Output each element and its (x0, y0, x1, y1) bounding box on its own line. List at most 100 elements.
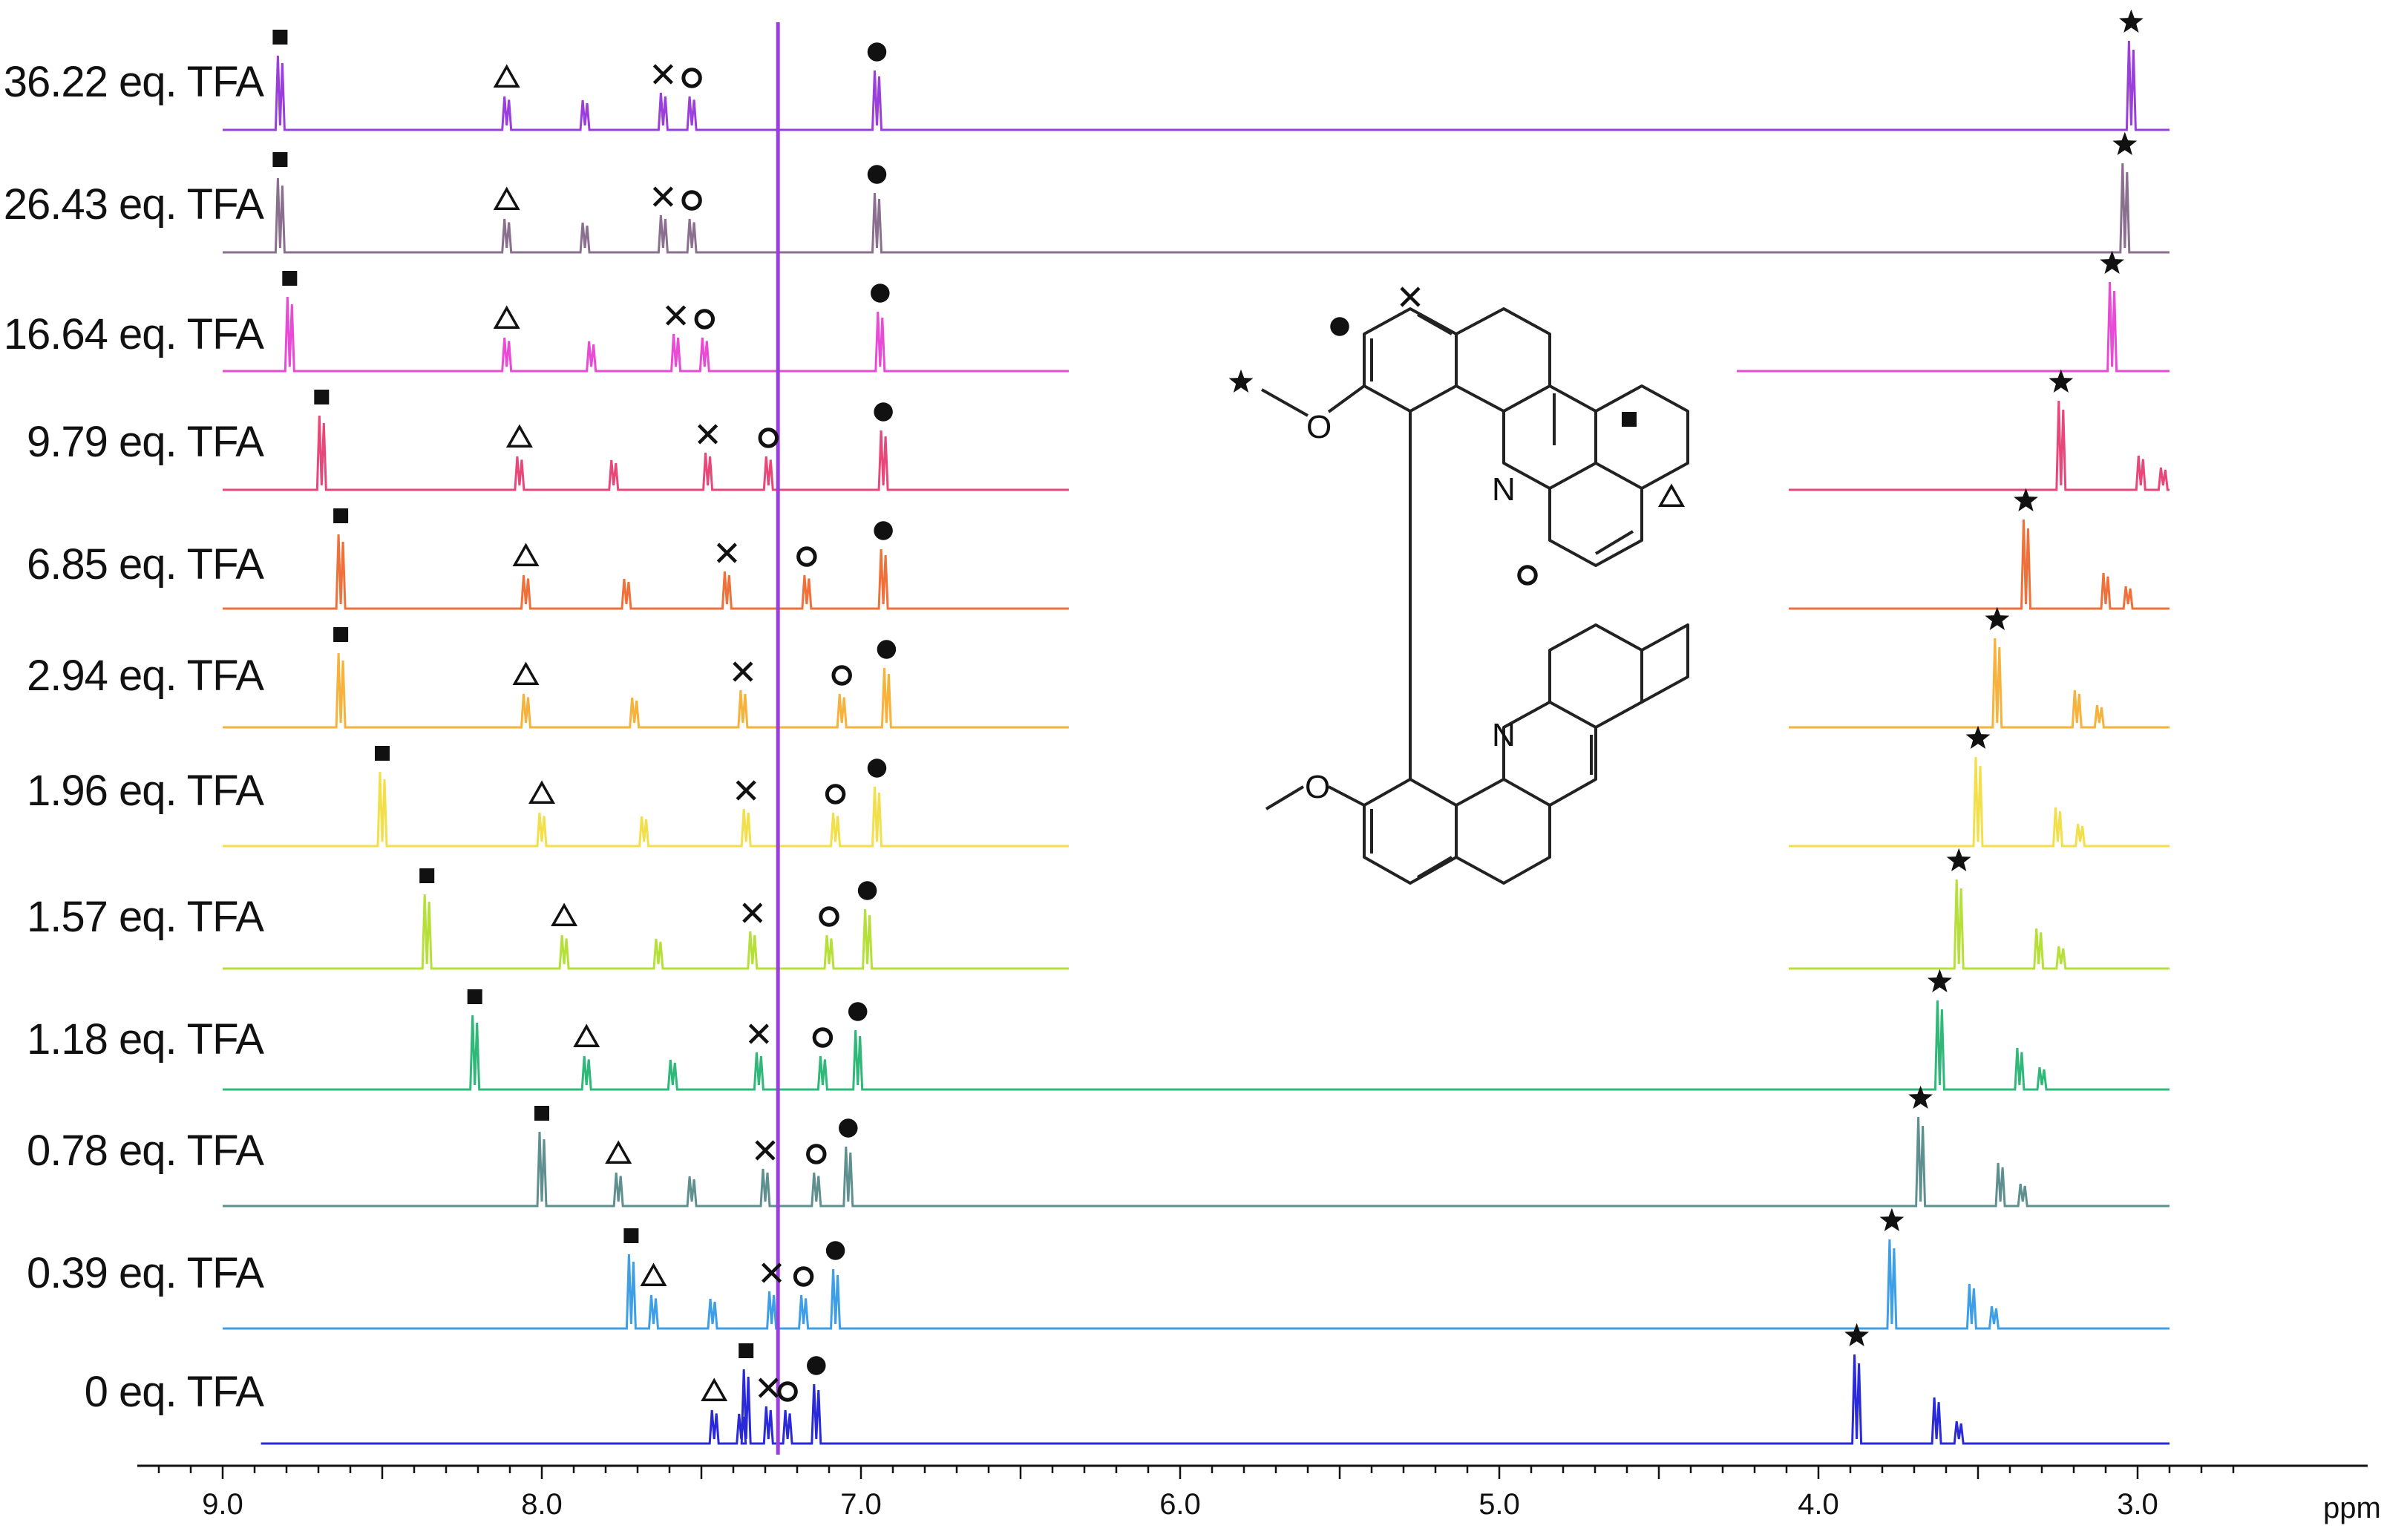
triangle-marker (551, 902, 578, 926)
molecule-structure: O N N O (1069, 267, 1737, 905)
triangle-marker (493, 186, 520, 210)
peak-markers (272, 9, 2144, 1402)
triangle-marker (512, 661, 540, 685)
series-label: 36.22 eq. TFA (4, 58, 265, 106)
methyl-bond-top (1261, 388, 1309, 417)
triangle-marker (493, 305, 520, 329)
ring-d-top (1595, 384, 1689, 490)
spectrum-trace (223, 1239, 2169, 1330)
atom-o-bottom: O (1305, 769, 1330, 805)
circle-open-marker (1517, 565, 1538, 586)
circle-open-marker (831, 665, 852, 686)
circle-open-marker (819, 906, 839, 927)
series-label: 0.78 eq. TFA (27, 1127, 264, 1175)
series-label: 26.43 eq. TFA (4, 180, 265, 229)
triangle-marker (701, 1377, 728, 1401)
circle-filled-marker (825, 1241, 845, 1260)
spectrum-trace (261, 1354, 2169, 1445)
x-tick-label: 3.0 (2117, 1488, 2158, 1521)
spectrum-trace (223, 400, 2169, 491)
square-marker (419, 868, 435, 883)
circle-filled-marker (857, 881, 877, 900)
cross-marker (742, 902, 763, 923)
square-marker (623, 1228, 639, 1243)
cross-marker (736, 780, 756, 801)
cross-marker (652, 64, 673, 85)
series-label: 1.96 eq. TFA (27, 767, 264, 815)
circle-open-marker (758, 427, 779, 448)
spectrum-trace (223, 519, 2169, 610)
ring-a-top-double2 (1417, 313, 1453, 335)
circle-filled-marker (874, 521, 893, 540)
ring-e-bottom (1641, 623, 1689, 704)
spectrum-trace (223, 638, 2169, 729)
square-marker (534, 1106, 549, 1121)
series-label: 0 eq. TFA (85, 1368, 265, 1416)
atom-n-top: N (1492, 471, 1516, 508)
triangle-marker (528, 780, 556, 804)
structure-backdrop (1069, 267, 1737, 905)
circle-filled-marker (839, 1118, 858, 1138)
circle-filled-marker (1330, 317, 1349, 336)
circle-open-marker (796, 546, 817, 567)
methyl-bond-bottom (1265, 785, 1305, 810)
circle-open-marker (825, 784, 846, 805)
spectrum-trace (223, 281, 2169, 373)
square-marker (739, 1343, 754, 1358)
star-marker (1965, 725, 1991, 749)
triangle-marker (640, 1262, 667, 1286)
spectrum-trace (223, 163, 2169, 254)
star-marker (2014, 488, 2038, 511)
circle-filled-marker (867, 758, 887, 778)
series-label: 6.85 eq. TFA (27, 540, 264, 589)
cross-marker (652, 186, 673, 207)
ring-b-top (1455, 307, 1551, 386)
triangle-marker (605, 1140, 632, 1164)
circle-filled-marker (848, 1002, 868, 1021)
triangle-marker (493, 64, 520, 88)
triangle-marker (1657, 483, 1686, 507)
star-marker (1844, 1323, 1870, 1346)
star-marker (2049, 369, 2074, 393)
spectrum-trace (223, 879, 2169, 970)
cross-marker (755, 1140, 776, 1161)
circle-open-marker (681, 68, 702, 88)
star-marker (2112, 131, 2138, 155)
star-marker (2118, 9, 2144, 33)
x-axis: 9.0 8.0 7.0 6.0 5.0 4.0 3.0 ppm (137, 1464, 2381, 1524)
spectrum-trace (223, 756, 2169, 848)
series-label: 2.94 eq. TFA (27, 652, 264, 700)
circle-open-marker (681, 190, 702, 211)
spectrum-traces (223, 22, 2169, 1455)
cross-marker (1400, 286, 1421, 307)
ring-a-bottom-double2 (1416, 856, 1453, 879)
ring-c-bottom (1502, 701, 1597, 807)
x-tick-label: 9.0 (202, 1488, 243, 1521)
cross-marker (733, 661, 753, 682)
ring-e-top (1548, 488, 1643, 567)
circle-filled-marker (867, 42, 887, 62)
circle-filled-marker (874, 402, 893, 422)
square-marker (314, 390, 330, 404)
star-marker (1985, 606, 2010, 630)
ring-d-bottom (1548, 623, 1643, 729)
circle-filled-marker (877, 640, 897, 659)
spectrum-trace (223, 40, 2169, 131)
cross-marker (762, 1262, 782, 1283)
circle-open-marker (793, 1266, 814, 1287)
structure-site-markers (1228, 286, 1686, 586)
star-marker (1946, 848, 1971, 871)
series-labels: 36.22 eq. TFA 26.43 eq. TFA 16.64 eq. TFA 9… (4, 58, 266, 1416)
series-label: 16.64 eq. TFA (4, 310, 265, 358)
spectrum-trace (223, 1000, 2169, 1091)
circle-filled-marker (807, 1356, 826, 1375)
x-axis-label: ppm (2323, 1492, 2381, 1524)
series-label: 1.18 eq. TFA (27, 1015, 264, 1064)
x-tick-label: 8.0 (521, 1488, 563, 1521)
methoxy-bond-bottom (1328, 785, 1365, 807)
circle-open-marker (806, 1144, 827, 1164)
atom-o-top: O (1306, 409, 1332, 445)
series-label: 9.79 eq. TFA (27, 418, 264, 466)
square-marker (282, 271, 298, 286)
star-marker (1908, 1085, 1933, 1109)
